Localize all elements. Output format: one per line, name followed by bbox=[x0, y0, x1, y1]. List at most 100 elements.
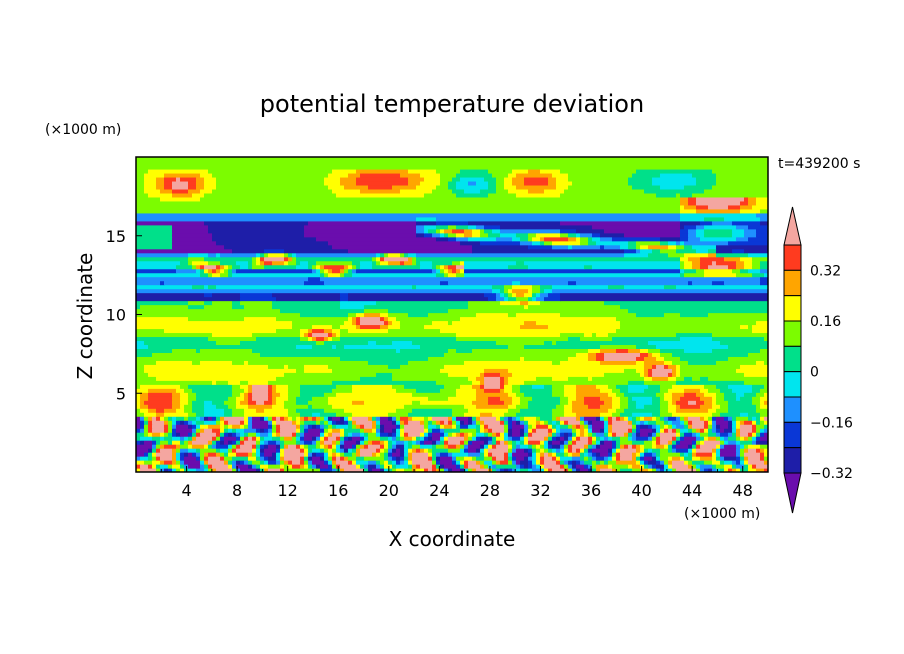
heatmap-cell bbox=[324, 440, 333, 445]
heatmap-cell bbox=[340, 332, 457, 338]
heatmap-cell bbox=[472, 232, 481, 238]
heatmap-cell bbox=[268, 384, 273, 389]
heatmap-cell bbox=[256, 452, 261, 457]
heatmap-cell bbox=[464, 448, 469, 453]
heatmap-cell bbox=[392, 468, 397, 472]
heatmap-cell bbox=[208, 272, 213, 278]
heatmap-cell bbox=[440, 232, 445, 238]
heatmap-cell bbox=[552, 420, 557, 425]
heatmap-cell bbox=[404, 252, 409, 258]
heatmap-cell bbox=[432, 440, 437, 445]
heatmap-cell bbox=[340, 272, 345, 278]
heatmap-cell bbox=[552, 416, 557, 421]
heatmap-cell bbox=[764, 336, 768, 342]
heatmap-cell bbox=[680, 396, 701, 401]
heatmap-cell bbox=[324, 264, 345, 270]
heatmap-cell bbox=[308, 332, 313, 338]
heatmap-cell bbox=[220, 268, 225, 274]
heatmap-cell bbox=[284, 448, 301, 453]
heatmap-cell bbox=[496, 432, 501, 437]
heatmap-cell bbox=[264, 256, 285, 262]
heatmap-cell bbox=[536, 428, 549, 433]
heatmap-cell bbox=[332, 452, 337, 457]
heatmap-cell bbox=[276, 460, 281, 465]
heatmap-cell bbox=[568, 376, 589, 381]
heatmap-cell bbox=[136, 192, 149, 198]
heatmap-cell bbox=[324, 444, 329, 449]
heatmap-cell bbox=[612, 468, 617, 472]
heatmap-cell bbox=[572, 464, 577, 469]
heatmap-cell bbox=[236, 448, 253, 453]
heatmap-cell bbox=[560, 448, 565, 453]
colorbar-label: 0.32 bbox=[810, 263, 841, 279]
heatmap-cell bbox=[328, 336, 333, 342]
heatmap-cell bbox=[680, 228, 689, 234]
heatmap-cell bbox=[372, 256, 377, 262]
heatmap-cell bbox=[720, 440, 725, 445]
heatmap-cell bbox=[204, 400, 213, 405]
heatmap-cell bbox=[144, 176, 157, 182]
heatmap-cell bbox=[320, 416, 325, 421]
heatmap-cell bbox=[672, 460, 685, 465]
heatmap-cell bbox=[284, 364, 289, 369]
heatmap-cell bbox=[688, 196, 697, 202]
heatmap-cell bbox=[636, 448, 641, 453]
heatmap-cell bbox=[756, 468, 765, 472]
heatmap-cell bbox=[684, 348, 713, 353]
heatmap-cell bbox=[600, 452, 609, 457]
heatmap-cell bbox=[628, 404, 637, 409]
heatmap-cell bbox=[436, 456, 441, 461]
heatmap-cell bbox=[200, 360, 233, 365]
heatmap-cell bbox=[740, 432, 749, 437]
heatmap-cell bbox=[268, 444, 277, 449]
heatmap-cell bbox=[368, 340, 377, 346]
heatmap-cell bbox=[616, 392, 625, 397]
heatmap-cell bbox=[656, 416, 661, 421]
heatmap-cell bbox=[500, 232, 517, 238]
heatmap-cell bbox=[428, 456, 433, 461]
heatmap-cell bbox=[584, 448, 589, 453]
heatmap-cell bbox=[136, 448, 149, 453]
heatmap-cell bbox=[620, 388, 629, 393]
heatmap-cell bbox=[752, 388, 761, 393]
heatmap-cell bbox=[208, 416, 213, 421]
heatmap-cell bbox=[284, 252, 289, 258]
heatmap-cell bbox=[760, 412, 768, 417]
heatmap-cell bbox=[488, 192, 517, 198]
heatmap-cell bbox=[652, 372, 669, 377]
heatmap-cell bbox=[728, 468, 733, 472]
heatmap-cell bbox=[196, 396, 229, 401]
heatmap-cell bbox=[136, 264, 177, 270]
heatmap-cell bbox=[380, 312, 389, 318]
heatmap-cell bbox=[464, 188, 481, 194]
heatmap-cell bbox=[156, 376, 277, 381]
heatmap-cell bbox=[528, 300, 541, 306]
heatmap-cell bbox=[592, 420, 605, 425]
heatmap-cell bbox=[312, 416, 317, 421]
heatmap-cell bbox=[664, 284, 677, 290]
heatmap-cell bbox=[668, 460, 673, 465]
heatmap-cell bbox=[464, 436, 469, 441]
heatmap-cell bbox=[572, 404, 589, 409]
heatmap-cell bbox=[140, 392, 149, 397]
heatmap-cell bbox=[632, 444, 637, 449]
heatmap-cell bbox=[260, 256, 265, 262]
heatmap-cell bbox=[436, 460, 441, 465]
heatmap-cell bbox=[296, 344, 313, 349]
heatmap-cell bbox=[352, 452, 357, 457]
heatmap-cell bbox=[764, 416, 768, 421]
heatmap-cell bbox=[512, 168, 529, 174]
heatmap-cell bbox=[460, 168, 489, 174]
heatmap-cell bbox=[292, 432, 297, 437]
heatmap-cell bbox=[704, 384, 717, 389]
heatmap-cell bbox=[592, 432, 597, 437]
x-tick-label: 12 bbox=[278, 481, 298, 500]
heatmap-cell bbox=[192, 404, 205, 409]
heatmap-cell bbox=[296, 264, 309, 270]
heatmap-cell bbox=[500, 432, 505, 437]
heatmap-cell bbox=[744, 420, 753, 425]
heatmap-cell bbox=[524, 392, 553, 397]
heatmap-cell bbox=[488, 168, 513, 174]
heatmap-cell bbox=[708, 264, 729, 270]
